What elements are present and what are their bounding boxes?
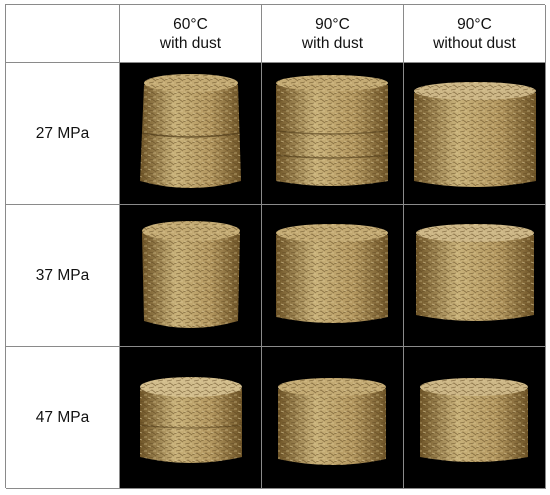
column-header-90c-without-dust: 90°C without dust (404, 5, 546, 63)
briquette-image (416, 224, 534, 321)
briquette-image (275, 75, 389, 186)
briquette-image (140, 74, 241, 188)
column-header-temp: 90°C (315, 15, 350, 33)
briquette-photo-27mpa-90c-dust (262, 63, 404, 205)
briquette-photo-47mpa-90c-dust (262, 347, 404, 489)
briquette-image (278, 378, 386, 465)
briquette-photo-47mpa-90c-no-dust (404, 347, 546, 489)
briquette-image (414, 82, 536, 187)
briquette-photo-37mpa-90c-no-dust (404, 205, 546, 347)
briquette-photo-47mpa-60c-dust (120, 347, 262, 489)
briquette-photo-37mpa-60c-dust (120, 205, 262, 347)
briquette-photo-27mpa-60c-dust (120, 63, 262, 205)
column-header-60c-with-dust: 60°C with dust (120, 5, 262, 63)
row-label-47mpa: 47 MPa (6, 347, 120, 489)
corner-cell (6, 5, 120, 63)
row-label-27mpa: 27 MPa (6, 63, 120, 205)
row-label-37mpa: 37 MPa (6, 205, 120, 347)
column-header-90c-with-dust: 90°C with dust (262, 5, 404, 63)
briquette-image (139, 377, 243, 463)
briquette-image (142, 221, 240, 328)
column-header-condition: with dust (159, 34, 222, 52)
column-header-condition: with dust (301, 34, 364, 52)
briquette-photo-27mpa-90c-no-dust (404, 63, 546, 205)
briquette-image (420, 378, 528, 462)
briquette-image (276, 224, 388, 323)
column-header-temp: 90°C (457, 15, 492, 33)
column-header-condition: without dust (433, 34, 516, 52)
briquette-comparison-table: 60°C with dust 90°C with dust 90°C witho… (5, 4, 546, 489)
column-header-temp: 60°C (173, 15, 208, 33)
briquette-photo-37mpa-90c-dust (262, 205, 404, 347)
